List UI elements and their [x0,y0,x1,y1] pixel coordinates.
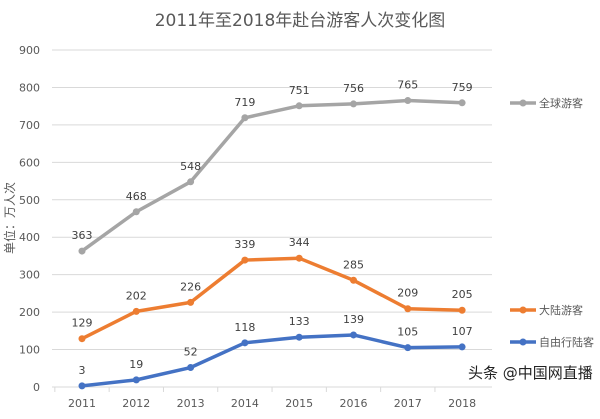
x-tick-label: 2012 [122,397,150,410]
x-tick-label: 2015 [285,397,313,410]
data-point [187,178,195,186]
legend-marker [519,306,527,314]
legend-marker [519,338,527,346]
y-tick-label: 400 [19,231,40,244]
data-point [132,307,140,315]
data-label: 344 [289,236,310,249]
legend-label: 自由行陆客 [539,335,594,349]
y-tick-label: 100 [19,344,40,357]
data-label: 105 [397,326,418,339]
data-label: 719 [234,96,255,109]
data-point [350,331,357,339]
data-point [241,339,249,347]
data-point [132,208,140,216]
data-label: 363 [72,229,93,242]
y-axis-label: 单位：万人次 [2,182,17,254]
legend-marker [519,99,527,107]
chart-title: 2011年至2018年赴台游客人次变化图 [155,11,446,31]
data-point [78,382,86,390]
data-label: 202 [126,289,147,302]
data-label: 107 [452,325,473,338]
data-point [458,99,466,107]
data-label: 548 [180,160,201,173]
y-tick-label: 200 [19,306,40,319]
data-label: 205 [452,288,473,301]
data-point [241,114,249,122]
data-point [241,256,249,264]
data-point [295,102,303,110]
data-label: 756 [343,82,364,95]
data-label: 751 [289,84,310,97]
data-point [404,305,412,313]
data-point [295,254,303,262]
data-point [404,97,412,105]
data-label: 129 [72,317,93,330]
y-tick-label: 500 [19,194,40,207]
series-line [81,256,463,341]
y-tick-label: 900 [19,44,40,57]
x-tick-label: 2018 [448,397,476,410]
y-tick-label: 700 [19,119,40,132]
data-point [350,100,357,108]
data-label: 118 [234,321,255,334]
data-label: 133 [289,315,310,328]
y-tick-label: 0 [33,381,40,394]
series-line [80,98,463,253]
data-point [78,247,86,255]
data-label: 468 [126,190,147,203]
data-label: 339 [234,238,255,251]
data-point [458,306,466,314]
data-point [350,276,357,284]
series-line [81,333,463,388]
x-tick-label: 2014 [231,397,259,410]
legend-label: 全球游客 [539,96,583,110]
y-tick-label: 300 [19,269,40,282]
data-label: 52 [184,346,198,359]
data-label: 226 [180,280,201,293]
x-tick-label: 2016 [340,397,368,410]
legend-label: 大陆游客 [539,303,583,317]
data-point [187,364,195,372]
data-point [458,343,466,351]
data-label: 209 [397,287,418,300]
data-label: 139 [343,313,364,326]
x-tick-label: 2017 [394,397,422,410]
data-point [132,376,140,384]
data-label: 3 [79,364,86,377]
data-point [78,335,86,343]
data-point [404,344,412,352]
y-tick-label: 600 [19,156,40,169]
data-label: 759 [452,81,473,94]
data-label: 285 [343,258,364,271]
data-point [295,333,303,341]
data-point [187,298,195,306]
watermark: 头条 @中国网直播 [468,364,593,382]
x-tick-label: 2013 [177,397,205,410]
data-label: 19 [129,358,143,371]
x-tick-label: 2011 [68,397,96,410]
y-tick-label: 800 [19,81,40,94]
data-label: 765 [397,79,418,92]
